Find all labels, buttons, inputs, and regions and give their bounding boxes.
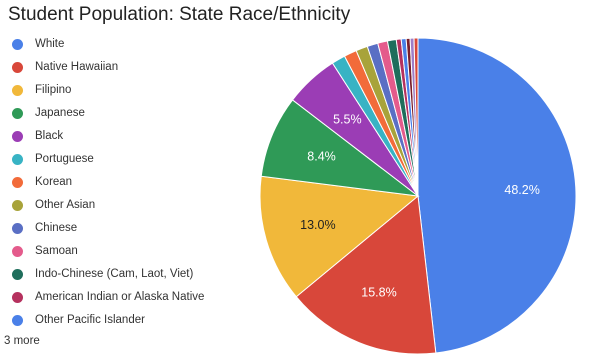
legend-swatch — [12, 222, 23, 234]
legend-more-link[interactable]: 3 more — [4, 335, 40, 347]
legend-swatch — [12, 130, 23, 142]
legend-label: Chinese — [35, 222, 78, 234]
legend-item[interactable]: Korean — [12, 174, 72, 190]
legend-item[interactable]: Portuguese — [12, 151, 94, 167]
legend-item[interactable]: Other Pacific Islander — [12, 312, 145, 328]
legend-label: Native Hawaiian — [35, 61, 119, 73]
legend-label: Japanese — [35, 107, 85, 119]
legend-label: Other Asian — [35, 199, 96, 211]
legend-swatch — [12, 38, 23, 50]
chart-title: Student Population: State Race/Ethnicity — [8, 4, 351, 25]
legend-swatch — [12, 153, 23, 165]
pie-slice[interactable] — [259, 175, 420, 298]
pie-slice[interactable] — [417, 37, 577, 354]
legend-label: Korean — [35, 176, 73, 188]
slice-data-label: 48.2% — [504, 183, 539, 197]
legend-swatch — [12, 245, 23, 257]
legend-label: Samoan — [35, 245, 78, 257]
legend-label: Indo-Chinese (Cam, Laot, Viet) — [35, 268, 194, 280]
legend-label: American Indian or Alaska Native — [35, 291, 205, 303]
slice-data-label: 5.5% — [333, 112, 362, 126]
legend-item[interactable]: Samoan — [12, 243, 78, 259]
legend-label: White — [35, 38, 65, 50]
pie-slice[interactable] — [295, 195, 437, 355]
legend-swatch — [12, 61, 23, 73]
legend-item[interactable]: Indo-Chinese (Cam, Laot, Viet) — [12, 266, 193, 282]
legend-swatch — [12, 291, 23, 303]
slice-data-label: 8.4% — [307, 149, 336, 163]
slice-data-label: 13.0% — [300, 218, 335, 232]
legend-label: Other Pacific Islander — [35, 314, 145, 326]
legend-label: Portuguese — [35, 153, 94, 165]
legend-label: Filipino — [35, 84, 72, 96]
legend-swatch — [12, 107, 23, 119]
legend-label: Black — [35, 130, 64, 142]
legend-item[interactable]: Chinese — [12, 220, 77, 236]
legend-swatch — [12, 84, 23, 96]
legend-item[interactable]: Native Hawaiian — [12, 59, 118, 75]
legend-item[interactable]: Other Asian — [12, 197, 95, 213]
legend-swatch — [12, 314, 23, 326]
legend-item[interactable]: Japanese — [12, 105, 85, 121]
legend-swatch — [12, 176, 23, 188]
legend-swatch — [12, 199, 23, 211]
legend-item[interactable]: White — [12, 36, 64, 52]
pie-slice[interactable] — [413, 37, 419, 197]
legend-swatch — [12, 268, 23, 280]
legend-item[interactable]: Filipino — [12, 82, 71, 98]
slice-data-label: 15.8% — [361, 286, 396, 300]
legend-item[interactable]: American Indian or Alaska Native — [12, 289, 204, 305]
legend-item[interactable]: Black — [12, 128, 63, 144]
